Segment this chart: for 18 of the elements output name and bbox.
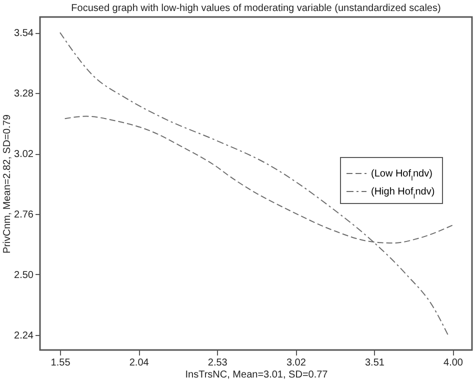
y-tick-label: 3.02 (14, 149, 34, 160)
x-tick-label: 3.51 (364, 358, 385, 368)
y-tick-label: 2.24 (14, 330, 34, 342)
x-tick-label: 2.04 (129, 358, 150, 368)
chart-title: Focused graph with low-high values of moderating variable (unstandardized scales) (71, 3, 441, 14)
x-tick-label: 3.02 (286, 358, 306, 368)
line-series (60, 32, 448, 336)
y-tick-label: 3.28 (14, 88, 34, 100)
y-tick-label: 2.50 (14, 270, 34, 281)
y-axis-title: PrivCnm, Mean=2.82, SD=0.79 (2, 114, 14, 254)
x-tick-label: 1.55 (50, 358, 71, 368)
legend-label: (Low Hof$_{I}$ndv) (371, 168, 432, 182)
legend-label: (High Hof$_{I}$ndv) (371, 186, 435, 200)
y-tick-label: 2.76 (14, 209, 34, 220)
y-tick-label: 3.54 (14, 28, 34, 40)
x-tick-label: 4.00 (444, 358, 464, 368)
x-axis-title: InsTrsNC, Mean=3.01, SD=0.77 (185, 370, 328, 380)
x-tick-label: 2.53 (208, 358, 228, 368)
